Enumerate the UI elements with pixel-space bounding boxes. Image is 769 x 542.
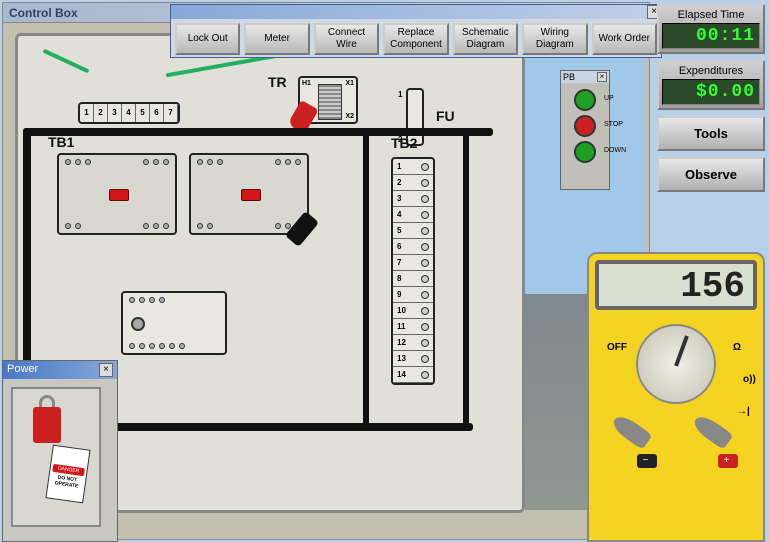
cc-indicator	[109, 189, 129, 201]
mm-ohm-label: Ω	[733, 342, 741, 353]
tb1-t1[interactable]: 1	[80, 104, 94, 122]
tb1-t7[interactable]: 7	[164, 104, 178, 122]
tb2-t10[interactable]: 10	[393, 303, 433, 319]
lockout-switch[interactable]: DANGER DO NOT OPERATE	[11, 387, 101, 527]
multimeter-dial[interactable]	[636, 324, 716, 404]
ol-dial[interactable]	[131, 317, 145, 331]
elapsed-time-panel: Elapsed Time 00:11	[657, 4, 765, 54]
observe-button[interactable]: Observe	[657, 157, 765, 192]
meter-button[interactable]: Meter	[244, 23, 309, 55]
multimeter-probes: − +	[595, 412, 757, 472]
probe-tip-icon	[609, 412, 652, 450]
probe-negative[interactable]: −	[611, 412, 661, 472]
replace-component-button[interactable]: Replace Component	[383, 23, 448, 55]
elapsed-time-label: Elapsed Time	[662, 9, 760, 21]
pb-down-button[interactable]: DOWN	[574, 141, 596, 163]
padlock-icon	[33, 407, 61, 443]
tb2-t6[interactable]: 6	[393, 239, 433, 255]
connect-wire-button[interactable]: Connect Wire	[314, 23, 379, 55]
tr-core	[318, 84, 342, 120]
tag-dno-label: DO NOT OPERATE	[50, 474, 83, 490]
tb2-t2[interactable]: 2	[393, 175, 433, 191]
wire-bundle-top	[23, 128, 493, 136]
tb2-t4[interactable]: 4	[393, 207, 433, 223]
pb-stop-button[interactable]: STOP	[574, 115, 596, 137]
tb2-t8[interactable]: 8	[393, 271, 433, 287]
expenditures-label: Expenditures	[662, 65, 760, 77]
tools-button[interactable]: Tools	[657, 116, 765, 151]
tb2-t7[interactable]: 7	[393, 255, 433, 271]
probe-pos-label: +	[724, 455, 730, 466]
probe-positive[interactable]: +	[692, 412, 742, 472]
tb2-t1[interactable]: 1	[393, 159, 433, 175]
tb2-t3[interactable]: 3	[393, 191, 433, 207]
power-close-button[interactable]: ×	[99, 363, 113, 377]
multimeter-display: 156	[595, 260, 757, 310]
expenditures-value: $0.00	[662, 79, 760, 105]
pb-titlebar: PB ×	[561, 71, 609, 83]
tr-x1: X1	[345, 80, 354, 87]
pb-close-button[interactable]: ×	[597, 72, 607, 82]
tb2-t14[interactable]: 14	[393, 367, 433, 383]
sidebar: Elapsed Time 00:11 Expenditures $0.00 To…	[657, 4, 765, 198]
schematic-button[interactable]: Schematic Diagram	[453, 23, 518, 55]
power-window: Power × DANGER DO NOT OPERATE	[2, 360, 118, 542]
multimeter-mode-ring: OFF V Ω o)) →| A	[595, 324, 757, 404]
pb-up-button[interactable]: UP	[574, 89, 596, 111]
tb1-t2[interactable]: 2	[94, 104, 108, 122]
wiring-diagram-button[interactable]: Wiring Diagram	[522, 23, 587, 55]
wire-bundle-mid	[363, 128, 369, 428]
tr-label: TR	[268, 74, 287, 90]
tb2-t12[interactable]: 12	[393, 335, 433, 351]
tb2-t5[interactable]: 5	[393, 223, 433, 239]
expenditures-panel: Expenditures $0.00	[657, 60, 765, 110]
toolbar-window: × Lock Out Meter Connect Wire Replace Co…	[170, 4, 662, 58]
elapsed-time-value: 00:11	[662, 23, 760, 49]
tb1-t4[interactable]: 4	[122, 104, 136, 122]
oc-indicator	[241, 189, 261, 201]
mm-cont-label: o))	[743, 374, 756, 385]
fu-label: FU	[436, 108, 455, 124]
lockout-tag: DANGER DO NOT OPERATE	[45, 445, 90, 504]
tb1-t6[interactable]: 6	[150, 104, 164, 122]
tb2-terminal-block[interactable]: 1 2 3 4 5 6 7 8 9 10 11 12 13 14	[391, 157, 435, 385]
oc-contactor[interactable]	[189, 153, 309, 235]
tb2-label: TB2	[391, 135, 417, 151]
tb1-label: TB1	[48, 134, 74, 150]
wire-bundle-right	[463, 128, 469, 428]
multimeter[interactable]: 156 OFF V Ω o)) →| A − +	[587, 252, 765, 542]
pushbutton-station-window: PB × UP STOP DOWN	[560, 70, 610, 190]
cc-contactor[interactable]	[57, 153, 177, 235]
probe-neg-label: −	[643, 455, 649, 466]
dial-pointer-icon	[674, 335, 689, 366]
tb1-t5[interactable]: 5	[136, 104, 150, 122]
work-order-button[interactable]: Work Order	[592, 23, 657, 55]
control-box-title: Control Box	[9, 6, 78, 20]
probe-tip-icon	[690, 412, 733, 450]
tr-h1: H1	[302, 80, 311, 87]
power-title: Power	[7, 363, 38, 377]
tr-x2: X2	[345, 113, 354, 120]
tb1-t3[interactable]: 3	[108, 104, 122, 122]
fu-1: 1	[398, 90, 402, 99]
tb2-t11[interactable]: 11	[393, 319, 433, 335]
tb2-t9[interactable]: 9	[393, 287, 433, 303]
overload-relay[interactable]	[121, 291, 227, 355]
tb1-terminal-block[interactable]: 1 2 3 4 5 6 7	[78, 102, 180, 124]
toolbar-titlebar: ×	[171, 5, 661, 19]
mm-off-label: OFF	[607, 342, 627, 353]
pb-title: PB	[563, 72, 575, 82]
power-titlebar: Power ×	[3, 361, 117, 379]
tb2-t13[interactable]: 13	[393, 351, 433, 367]
lockout-button[interactable]: Lock Out	[175, 23, 240, 55]
